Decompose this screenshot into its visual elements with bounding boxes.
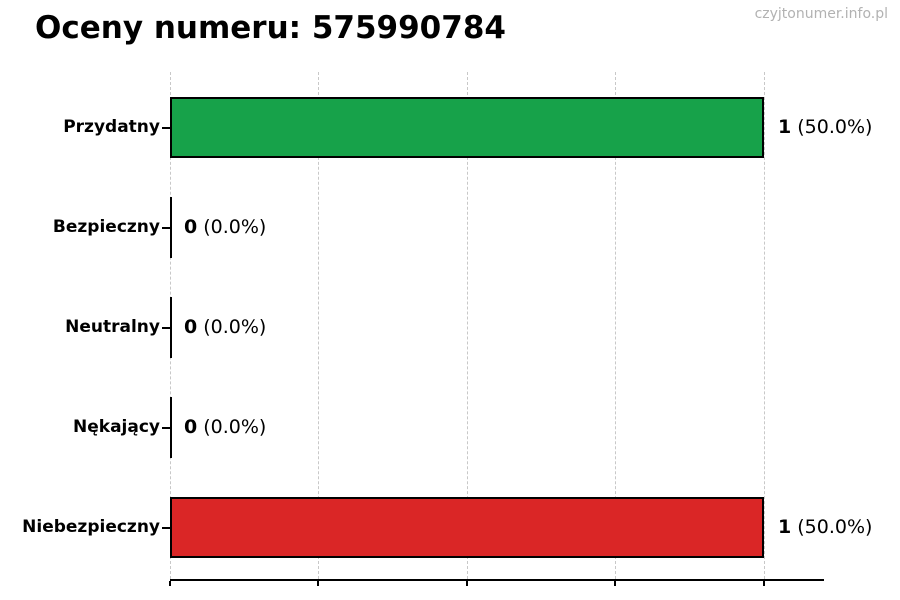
bar-nekajacy xyxy=(170,397,172,458)
value-label: 0 (0.0%) xyxy=(184,397,266,458)
x-axis-tick xyxy=(614,581,616,586)
bar-row-niebezpieczny: Niebezpieczny 1 (50.0%) xyxy=(0,497,900,558)
value-percent: (0.0%) xyxy=(203,416,267,438)
gridline xyxy=(467,72,468,579)
bar-neutralny xyxy=(170,297,172,358)
x-axis-tick xyxy=(763,581,765,586)
bar-row-neutralny: Neutralny 0 (0.0%) xyxy=(0,297,900,358)
category-label: Przydatny xyxy=(63,117,160,137)
bar-przydatny xyxy=(170,97,764,158)
y-axis-tick xyxy=(162,127,170,129)
value-number: 0 xyxy=(184,416,198,438)
bar-niebezpieczny xyxy=(170,497,764,558)
x-axis-tick xyxy=(317,581,319,586)
gridline xyxy=(615,72,616,579)
y-axis-tick xyxy=(162,227,170,229)
bar-row-nekajacy: Nękający 0 (0.0%) xyxy=(0,397,900,458)
value-percent: (50.0%) xyxy=(797,116,873,138)
bar-bezpieczny xyxy=(170,197,172,258)
value-number: 0 xyxy=(184,316,198,338)
y-axis-tick xyxy=(162,327,170,329)
bar-row-bezpieczny: Bezpieczny 0 (0.0%) xyxy=(0,197,900,258)
gridline xyxy=(318,72,319,579)
category-label: Neutralny xyxy=(65,317,160,337)
value-number: 0 xyxy=(184,216,198,238)
value-percent: (0.0%) xyxy=(203,216,267,238)
gridline xyxy=(764,72,765,579)
x-axis-line xyxy=(170,579,824,581)
category-label: Nękający xyxy=(73,417,160,437)
value-percent: (0.0%) xyxy=(203,316,267,338)
value-label: 1 (50.0%) xyxy=(778,497,872,558)
category-label: Bezpieczny xyxy=(52,217,160,237)
chart-title: Oceny numeru: 575990784 xyxy=(35,10,506,46)
y-axis-tick xyxy=(162,427,170,429)
watermark-text: czyjtonumer.info.pl xyxy=(754,6,888,22)
y-axis-tick xyxy=(162,527,170,529)
value-label: 0 (0.0%) xyxy=(184,197,266,258)
x-axis-tick xyxy=(466,581,468,586)
value-percent: (50.0%) xyxy=(797,516,873,538)
value-label: 0 (0.0%) xyxy=(184,297,266,358)
x-axis-tick xyxy=(169,581,171,586)
value-number: 1 xyxy=(778,116,792,138)
value-label: 1 (50.0%) xyxy=(778,97,872,158)
bar-row-przydatny: Przydatny 1 (50.0%) xyxy=(0,97,900,158)
value-number: 1 xyxy=(778,516,792,538)
category-label: Niebezpieczny xyxy=(22,517,160,537)
